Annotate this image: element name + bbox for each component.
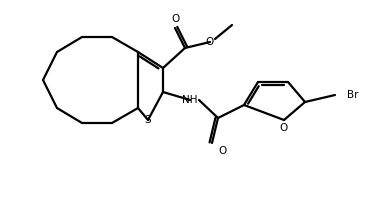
Text: Br: Br <box>347 90 358 100</box>
Text: O: O <box>218 146 226 156</box>
Text: O: O <box>280 123 288 133</box>
Text: S: S <box>145 115 151 125</box>
Text: NH: NH <box>182 95 198 105</box>
Text: O: O <box>206 37 214 47</box>
Text: O: O <box>172 14 180 24</box>
